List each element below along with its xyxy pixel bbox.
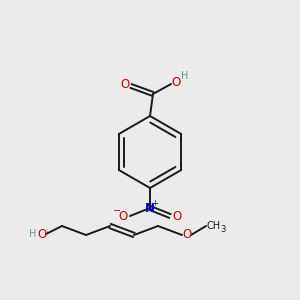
Text: O: O bbox=[120, 79, 130, 92]
Text: H: H bbox=[181, 71, 189, 81]
Text: O: O bbox=[171, 76, 181, 89]
Text: CH: CH bbox=[207, 221, 221, 231]
Text: O: O bbox=[38, 227, 46, 241]
Text: N: N bbox=[145, 202, 155, 214]
Text: +: + bbox=[152, 199, 158, 208]
Text: 3: 3 bbox=[220, 224, 226, 233]
Text: O: O bbox=[172, 209, 182, 223]
Text: H: H bbox=[29, 229, 37, 239]
Text: −: − bbox=[113, 206, 121, 216]
Text: O: O bbox=[118, 209, 127, 223]
Text: O: O bbox=[182, 229, 192, 242]
